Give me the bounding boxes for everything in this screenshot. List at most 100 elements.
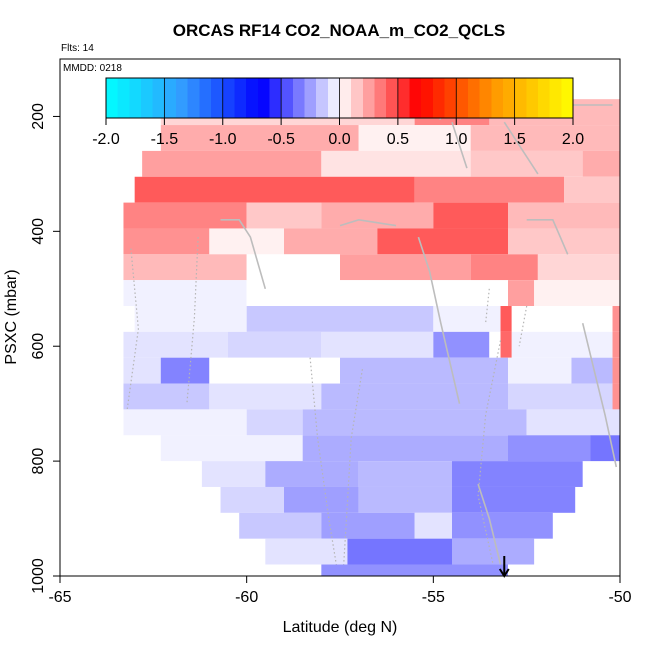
colorbar-tick-label: 0.5 xyxy=(387,131,409,148)
heatmap-cell xyxy=(284,228,378,255)
heatmap-cell xyxy=(321,383,508,410)
flight-track-dotted xyxy=(186,237,199,404)
flight-track-dotted xyxy=(309,357,337,565)
heatmap-cell xyxy=(246,280,508,307)
x-tick-label: -55 xyxy=(422,589,445,606)
heatmap-cell xyxy=(508,228,620,255)
heatmap-cell xyxy=(134,306,247,332)
heatmap-cell xyxy=(246,409,303,436)
x-tick-label: -65 xyxy=(48,589,71,606)
colorbar-tick-label: -1.5 xyxy=(151,131,179,148)
heatmap-cell xyxy=(321,150,471,177)
heatmap-cell xyxy=(123,383,210,410)
heatmap-cell xyxy=(358,486,452,513)
colorbar-tick-label: -2.0 xyxy=(92,131,120,148)
heatmap-cell xyxy=(470,254,538,281)
colorbar-tick-label: -0.5 xyxy=(267,131,295,148)
arrow-marker xyxy=(498,556,510,578)
x-axis: -65 -60 -55 -50 xyxy=(48,575,632,606)
heatmap-cell xyxy=(508,202,620,229)
heatmap-cell xyxy=(239,512,322,539)
y-tick-label: 800 xyxy=(30,448,47,475)
flight-track-dotted xyxy=(485,288,490,324)
heatmap-cell xyxy=(534,280,620,307)
heatmap-cell xyxy=(377,228,508,255)
heatmap-cell xyxy=(246,254,340,281)
heatmap-cell xyxy=(265,538,348,565)
heatmap-cell xyxy=(321,512,415,539)
y-tick-label: 1000 xyxy=(30,558,47,594)
heatmap-cell xyxy=(564,176,620,203)
heatmap-cell xyxy=(302,435,508,462)
heatmap-cell xyxy=(123,409,247,436)
heatmap-cell xyxy=(321,564,508,576)
flight-track-line xyxy=(417,236,461,404)
flight-track-line xyxy=(581,323,618,468)
heatmap-cell xyxy=(612,357,620,384)
heatmap-cell xyxy=(433,202,508,229)
heatmap-cell xyxy=(340,254,471,281)
colorbar-tick-label: 2.0 xyxy=(562,131,584,148)
heatmap-cell xyxy=(414,512,452,539)
heatmap-cell xyxy=(452,538,535,565)
heatmap-cell xyxy=(508,435,591,462)
heatmap-cell xyxy=(321,331,434,358)
heatmap-cell xyxy=(470,125,620,151)
heatmap-cell xyxy=(160,125,359,151)
heatmap-cell xyxy=(500,331,512,358)
heatmap-cell xyxy=(500,306,512,332)
flight-track-line xyxy=(451,121,468,169)
heatmap-cell xyxy=(340,357,508,384)
heatmap-cell xyxy=(228,331,322,358)
flight-track-line xyxy=(339,218,397,227)
y-tick-label: 600 xyxy=(30,333,47,360)
heatmap-cell xyxy=(220,486,284,513)
heatmap-cell xyxy=(246,202,322,229)
flight-track-dotted xyxy=(343,369,363,565)
heatmap-cell xyxy=(508,383,613,410)
flights-label: Flts: 14 xyxy=(61,43,94,54)
heatmap-cell xyxy=(433,331,490,358)
heatmap-cell xyxy=(508,280,535,307)
chart-title: ORCAS RF14 CO2_NOAA_m_CO2_QCLS xyxy=(173,21,506,40)
flight-track-line xyxy=(503,121,539,175)
heatmap-cell xyxy=(209,383,322,410)
heatmap-cell xyxy=(414,176,564,203)
flight-track-dotted xyxy=(518,305,528,347)
colorbar: -2.0 -1.5 -1.0 -0.5 0.0 0.5 1.0 1.5 2.0 xyxy=(92,77,584,148)
heatmap-cell xyxy=(201,461,266,487)
flight-track-line xyxy=(220,219,267,290)
heatmap-cell xyxy=(265,461,359,487)
heatmap-cell xyxy=(284,486,359,513)
heatmap-cell xyxy=(612,383,620,410)
heatmap-cell xyxy=(452,461,583,487)
heatmap-cell xyxy=(246,306,434,332)
heatmap-cell xyxy=(347,538,452,565)
colorbar-tick-label: -1.0 xyxy=(209,131,237,148)
heatmap-cell xyxy=(590,435,620,462)
heatmap-cell xyxy=(582,150,620,177)
colorbar-tick-label: 1.5 xyxy=(504,131,526,148)
heatmap-cell xyxy=(612,306,620,332)
arrow-head xyxy=(498,568,510,578)
heatmap-cell xyxy=(123,280,247,307)
x-axis-label: Latitude (deg N) xyxy=(283,619,398,636)
colorbar-tick-label: 0.0 xyxy=(328,131,350,148)
flight-track-line xyxy=(526,219,569,255)
heatmap-cell xyxy=(358,125,471,151)
heatmap-cell xyxy=(433,306,501,332)
colorbar-ticks: -2.0 -1.5 -1.0 -0.5 0.0 0.5 1.0 1.5 2.0 xyxy=(92,78,584,148)
heatmap-cell xyxy=(511,331,613,358)
heatmap-cell xyxy=(123,228,210,255)
heatmap-cell xyxy=(123,254,247,281)
heatmap-cell xyxy=(358,461,452,487)
heatmap-cell xyxy=(489,331,501,358)
heatmap-cell xyxy=(452,512,553,539)
heatmap-cell xyxy=(511,306,613,332)
y-tick-label: 400 xyxy=(30,218,47,245)
heatmap-cell xyxy=(209,357,340,384)
heatmap-cell xyxy=(508,357,572,384)
heatmap-cell xyxy=(123,202,247,229)
x-tick-label: -50 xyxy=(608,589,631,606)
heatmap-cell xyxy=(123,331,228,358)
